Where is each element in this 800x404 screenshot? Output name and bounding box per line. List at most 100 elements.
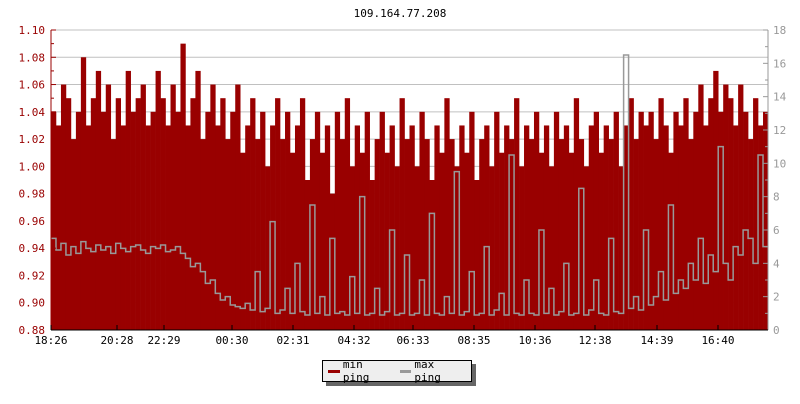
min-ping-bar xyxy=(100,111,107,331)
left-tick-label: 1.00 xyxy=(19,160,46,173)
min-ping-bar xyxy=(598,152,604,330)
min-ping-bar xyxy=(444,98,450,330)
min-ping-bar xyxy=(165,125,171,330)
min-ping-bar xyxy=(255,139,261,330)
min-ping-bar xyxy=(150,111,156,331)
min-ping-bar xyxy=(519,166,525,330)
min-ping-bar xyxy=(678,125,684,330)
x-tick-label: 00:30 xyxy=(215,334,248,347)
min-ping-bar xyxy=(419,111,425,331)
min-ping-bar xyxy=(294,125,301,330)
min-ping-bar xyxy=(658,98,664,330)
left-tick-label: 0.88 xyxy=(19,324,46,337)
min-ping-bar xyxy=(260,111,266,331)
min-ping-bar xyxy=(70,139,77,330)
right-tick-label: 4 xyxy=(773,257,780,270)
min-ping-bar xyxy=(115,98,122,330)
chart-title: 109.164.77.208 xyxy=(354,7,447,20)
legend-swatch-min-ping xyxy=(328,369,340,373)
min-ping-bar xyxy=(648,111,654,331)
min-ping-bar xyxy=(568,152,575,330)
min-ping-bar xyxy=(85,125,92,330)
min-ping-bar xyxy=(399,98,405,330)
min-ping-bar xyxy=(384,152,390,330)
min-ping-bar xyxy=(319,152,326,330)
right-tick-label: 16 xyxy=(773,57,786,70)
min-ping-bar xyxy=(653,139,659,330)
min-ping-bar xyxy=(683,98,689,330)
min-ping-bar xyxy=(708,98,714,330)
min-ping-bar xyxy=(180,43,186,331)
left-tick-label: 0.96 xyxy=(19,215,46,228)
min-ping-bar xyxy=(698,84,704,330)
min-ping-bar xyxy=(603,125,609,330)
min-ping-bar xyxy=(623,125,629,330)
min-ping-bar xyxy=(454,166,460,330)
min-ping-bar xyxy=(394,166,400,330)
min-ping-bar xyxy=(434,125,440,330)
left-tick-label: 1.06 xyxy=(19,79,46,92)
min-ping-bar xyxy=(374,139,380,330)
min-ping-bar xyxy=(155,70,161,330)
min-ping-bar xyxy=(240,152,246,330)
min-ping-bar xyxy=(713,70,719,330)
legend: min ping max ping xyxy=(322,358,472,384)
min-ping-bar xyxy=(105,84,112,330)
min-ping-bar xyxy=(220,98,226,330)
legend-item-max-ping: max ping xyxy=(399,358,468,384)
min-ping-bar xyxy=(200,139,206,330)
x-tick-label: 18:26 xyxy=(34,334,67,347)
x-tick-label: 14:39 xyxy=(640,334,673,347)
min-ping-bar xyxy=(215,125,221,330)
min-ping-bar xyxy=(543,125,550,330)
x-tick-label: 20:28 xyxy=(100,334,133,347)
min-ping-bar xyxy=(344,98,351,330)
min-ping-bar xyxy=(349,166,356,330)
min-ping-bar xyxy=(479,139,485,330)
left-tick-label: 1.04 xyxy=(19,106,46,119)
min-ping-bar xyxy=(499,152,505,330)
right-tick-label: 14 xyxy=(773,91,787,104)
min-ping-bar xyxy=(753,98,759,330)
x-tick-label: 12:38 xyxy=(578,334,611,347)
min-ping-bar xyxy=(185,125,191,330)
min-ping-bar xyxy=(573,98,580,330)
min-ping-bar xyxy=(424,139,430,330)
min-ping-bar xyxy=(195,70,201,330)
min-ping-bar xyxy=(593,111,600,331)
min-ping-bar xyxy=(693,111,699,331)
min-ping-bar xyxy=(688,139,694,330)
min-ping-bar xyxy=(748,139,754,330)
right-tick-label: 2 xyxy=(773,291,780,304)
legend-label-min-ping: min ping xyxy=(342,358,370,384)
min-ping-bar xyxy=(509,139,515,330)
min-ping-bar xyxy=(524,125,530,330)
x-tick-label: 04:32 xyxy=(337,334,370,347)
x-tick-label: 08:35 xyxy=(457,334,490,347)
min-ping-bar xyxy=(60,84,67,330)
left-tick-label: 0.94 xyxy=(19,242,46,255)
min-ping-bar xyxy=(299,98,306,330)
min-ping-bar xyxy=(414,166,420,330)
min-ping-bar xyxy=(170,84,176,330)
min-ping-bar xyxy=(743,111,749,331)
min-ping-bar xyxy=(290,152,296,330)
min-ping-bar xyxy=(389,125,395,330)
min-ping-bar xyxy=(558,139,565,330)
min-ping-bar xyxy=(668,152,674,330)
min-ping-bar xyxy=(613,111,619,331)
min-ping-bar xyxy=(205,111,211,331)
min-ping-bar xyxy=(235,84,241,330)
min-ping-bar xyxy=(489,166,495,330)
left-tick-label: 1.02 xyxy=(19,133,46,146)
min-ping-bar xyxy=(429,180,435,330)
x-tick-label: 06:33 xyxy=(396,334,429,347)
min-ping-bar xyxy=(703,125,709,330)
min-ping-bar xyxy=(120,125,126,330)
min-ping-bar xyxy=(145,125,151,330)
min-ping-bar xyxy=(608,139,614,330)
min-ping-bar xyxy=(250,98,256,330)
min-ping-bar xyxy=(548,166,555,330)
min-ping-bar xyxy=(275,98,281,330)
